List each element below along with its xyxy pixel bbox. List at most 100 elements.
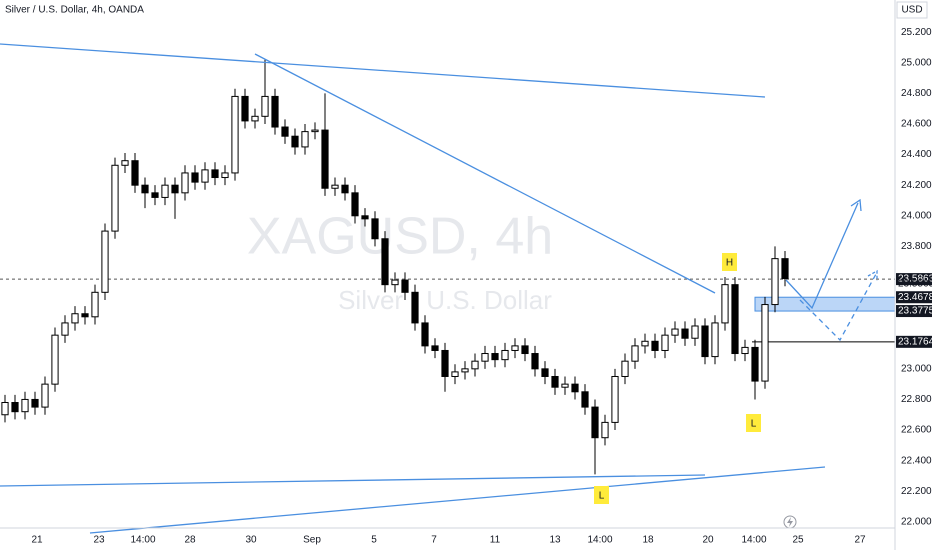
y-tick-label: 24.80000 <box>901 88 932 99</box>
candle-body <box>211 169 219 179</box>
y-tick-label: 22.40000 <box>901 455 932 466</box>
candle-body <box>81 313 89 318</box>
candle-body <box>91 291 99 318</box>
candle-body <box>121 160 129 166</box>
currency-box[interactable] <box>896 1 928 19</box>
price-box <box>896 305 932 318</box>
y-tick-label: 22.20000 <box>901 486 932 497</box>
candle-body <box>621 360 629 377</box>
candle-body <box>351 192 359 217</box>
candle-body <box>511 345 519 351</box>
arrow-head <box>867 269 878 281</box>
candle-body <box>601 421 609 439</box>
candle-body <box>611 375 619 423</box>
candle-body <box>31 398 39 408</box>
x-tick-label: 14:00 <box>587 535 612 546</box>
currency: USD <box>901 5 922 16</box>
candle-body <box>181 172 189 194</box>
candle-body <box>421 322 429 347</box>
label-box <box>746 414 761 432</box>
y-tick-label: 23.00000 <box>901 363 932 374</box>
trend-line <box>89 466 826 534</box>
candle-body <box>341 184 349 194</box>
candle-body <box>701 325 709 358</box>
price-label: 23.46789 <box>898 292 932 303</box>
candle-body <box>191 172 199 183</box>
x-tick-label: 5 <box>371 535 377 546</box>
drawings: H L L <box>0 43 878 534</box>
x-tick-label: 21 <box>31 535 43 546</box>
candle-body <box>21 398 29 413</box>
axes: 22.00000 22.20000 22.40000 22.60000 22.80000… <box>31 27 932 546</box>
y-tick-label: 24.00000 <box>901 210 932 221</box>
x-tick-label: 18 <box>642 535 654 546</box>
candle-body <box>391 279 399 286</box>
x-tick-label: 11 <box>490 535 501 546</box>
annotation: L <box>599 491 605 502</box>
arrow-head <box>850 198 862 212</box>
candle-body <box>441 349 449 377</box>
candle-body <box>661 334 669 351</box>
trend-line <box>0 474 706 487</box>
candle-body <box>151 192 159 198</box>
x-tick-label: 14:00 <box>741 535 766 546</box>
y-tick-label: 24.40000 <box>901 149 932 160</box>
candle-body <box>61 322 69 336</box>
candle-body <box>371 218 379 240</box>
y-tick-label: 22.60000 <box>901 425 932 436</box>
projection-dashed <box>799 273 877 342</box>
x-tick-label: 14:00 <box>130 535 155 546</box>
candle-body <box>321 129 329 189</box>
candle-body <box>571 383 579 393</box>
y-tick-label: 22.80000 <box>901 394 932 405</box>
label-box <box>722 253 737 271</box>
price-box <box>896 335 932 348</box>
candle-body <box>741 346 749 355</box>
candle-body <box>311 129 319 133</box>
candle-body <box>111 164 119 232</box>
chart-title: Silver / U.S. Dollar, 4h, OANDA <box>5 5 144 16</box>
x-tick-label: 30 <box>245 535 257 546</box>
candle-body <box>201 169 209 183</box>
candle-body <box>161 184 169 198</box>
candle-body <box>731 284 739 355</box>
candle-body <box>461 368 469 373</box>
candle-body <box>551 375 559 388</box>
candle-body <box>651 340 659 351</box>
candle-body <box>271 95 279 128</box>
watermark: XAGUSD, 4h <box>247 208 553 266</box>
candle-body <box>381 238 389 286</box>
x-tick-label: Sep <box>303 535 321 546</box>
candle-body <box>401 279 409 293</box>
candle-body <box>41 383 49 408</box>
candle-body <box>331 184 339 189</box>
candle-body <box>361 215 369 220</box>
candle-body <box>521 345 529 355</box>
candle-body <box>671 328 679 336</box>
trend-line <box>0 43 766 98</box>
candle-body <box>301 131 309 148</box>
y-tick-label: 24.60000 <box>901 119 932 130</box>
x-tick-label: 20 <box>702 535 714 546</box>
annotation: L <box>751 419 757 430</box>
price-label: 23.55650 <box>898 278 932 289</box>
candle-body <box>281 126 289 137</box>
icon <box>787 517 793 527</box>
x-tick-label: 7 <box>431 535 437 546</box>
price-label: 23.37757 <box>898 306 932 317</box>
candle-body <box>711 322 719 358</box>
candle-body <box>471 360 479 370</box>
candle-body <box>51 334 59 385</box>
candle-body <box>171 184 179 194</box>
candle-body <box>541 368 549 377</box>
candle-body <box>141 184 149 194</box>
candle-body <box>451 371 459 377</box>
candle-body <box>691 325 699 339</box>
candle-body <box>411 291 419 324</box>
candle-body <box>431 345 439 351</box>
plot <box>0 59 896 475</box>
price-label: 23.17640 <box>898 336 932 347</box>
candle-body <box>641 340 649 347</box>
